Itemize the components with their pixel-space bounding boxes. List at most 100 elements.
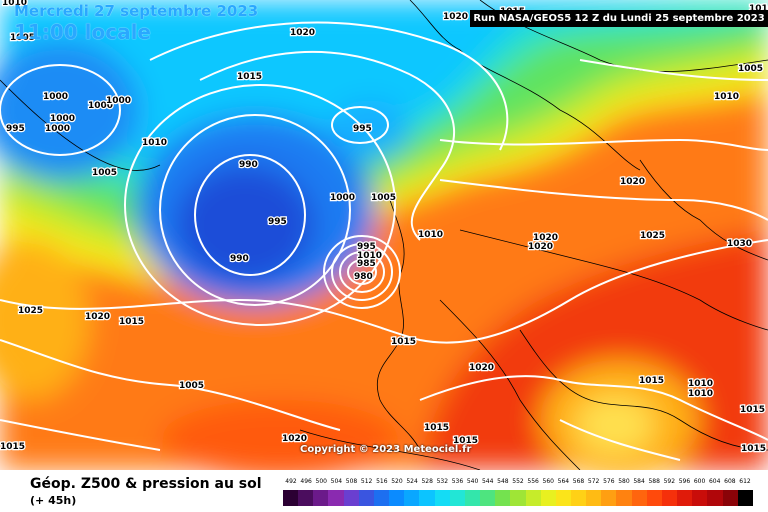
model-run-label: Run NASA/GEOS5 12 Z du Lundi 25 septembr…: [470, 10, 768, 27]
isobar-label: 1020: [85, 312, 110, 322]
color-scale-label: 512: [360, 478, 373, 485]
color-scale-cell: [677, 490, 693, 506]
isobar-label: 1020: [620, 177, 645, 187]
isobar-label: 1020: [443, 12, 468, 22]
isobar-label: 1010: [142, 138, 167, 148]
isobar-label: 1005: [371, 193, 396, 203]
color-scale-label: 604: [708, 478, 721, 485]
color-scale-label: 564: [557, 478, 570, 485]
isobar-label: 1000: [330, 193, 355, 203]
isobar-label: 1010: [714, 92, 739, 102]
color-scale-label: 608: [724, 478, 736, 485]
isobar-label: 1000: [45, 124, 70, 134]
color-scale-cell: [283, 490, 299, 506]
isobar-label: 985: [357, 259, 376, 269]
color-scale-cell: [419, 490, 435, 506]
color-scale-cell: [540, 490, 556, 506]
isobar-label: 1020: [528, 242, 553, 252]
isobar-label: 995: [6, 124, 25, 134]
color-scale-cell: [389, 490, 405, 506]
color-scale-cell: [510, 490, 526, 506]
color-scale-label: 592: [663, 478, 676, 485]
isobar-label: 1010: [688, 379, 713, 389]
isobar-label: 1015: [424, 423, 449, 433]
color-scale-label: 612: [739, 478, 751, 485]
color-scale-label: 596: [678, 478, 691, 485]
color-scale-cell: [555, 490, 571, 506]
color-scale-label: 528: [421, 478, 433, 485]
color-scale-cell: [601, 490, 617, 506]
isobar-label: 1010: [357, 251, 382, 261]
z500-color-field: [0, 0, 768, 470]
isobar-label: 1020: [533, 233, 558, 243]
color-scale-label: 536: [451, 478, 464, 485]
color-scale-label: 540: [466, 478, 479, 485]
color-scale-cell: [358, 490, 374, 506]
color-scale-label: 584: [633, 478, 645, 485]
isobar-label: 995: [353, 124, 372, 134]
color-scale-label: 508: [345, 478, 358, 485]
isobar-label: 1020: [290, 28, 315, 38]
color-scale-cell: [692, 490, 708, 506]
copyright-text: Copyright © 2023 Meteociel.fr: [300, 444, 472, 455]
color-scale-label: 520: [391, 478, 403, 485]
color-scale-label: 568: [572, 478, 585, 485]
color-scale-label: 600: [693, 478, 706, 485]
color-scale-label: 504: [330, 478, 343, 485]
isobar-label: 1015: [741, 444, 766, 454]
color-scale-cell: [661, 490, 678, 506]
color-scale-labels: 492 496 500 504 508 512 516 520 524 528 532 536 540 5…: [283, 478, 753, 490]
isobar-label: 1005: [92, 168, 117, 178]
color-scale-cell: [343, 490, 359, 506]
color-scale-label: 496: [300, 478, 312, 485]
isobar-label: 1000: [43, 92, 68, 102]
color-scale-cell: [480, 490, 496, 506]
legend-title: Géop. Z500 & pression au sol: [30, 476, 262, 492]
isobar-label: 1025: [640, 231, 665, 241]
isobar-label: 990: [230, 254, 249, 264]
color-scale-label: 580: [618, 478, 630, 485]
color-scale-label: 532: [436, 478, 449, 485]
color-scale-cell: [525, 490, 541, 506]
color-scale-cell: [631, 490, 647, 506]
color-scale-label: 492: [285, 478, 297, 485]
color-scale-cell: [616, 490, 632, 506]
forecast-header: Mercredi 27 septembre 2023 11:00 locale: [14, 2, 258, 44]
legend-subtitle: (+ 45h): [30, 494, 77, 507]
isobar-label: 1020: [282, 434, 307, 444]
color-scale-cell: [570, 490, 587, 506]
color-scale-label: 544: [481, 478, 494, 485]
isobar-label: 1015: [237, 72, 262, 82]
forecast-time: 11:00 locale: [14, 20, 151, 44]
color-scale-cell: [434, 490, 450, 506]
isobar-label: 1010: [688, 389, 713, 399]
isobar-label: 1015: [391, 337, 416, 347]
isobar-label: 990: [239, 160, 258, 170]
isobar-label: 1000: [88, 101, 113, 111]
isobar-label: 1015: [740, 405, 765, 415]
color-scale-label: 552: [512, 478, 524, 485]
weather-map: 1010 1005 1020 1015 1020 1005 1000 1000 …: [0, 0, 768, 470]
color-scale-cell: [404, 490, 420, 506]
color-scale-label: 560: [542, 478, 554, 485]
color-scale-cell: [586, 490, 602, 506]
color-scale-cell: [298, 490, 314, 506]
color-scale-bar: [283, 490, 753, 506]
isobar-label: 1025: [18, 306, 43, 316]
geopotential-map-svg: 1010 1005 1020 1015 1020 1005 1000 1000 …: [0, 0, 768, 470]
color-scale-cell: [646, 490, 662, 506]
isobar-label: 1030: [727, 239, 752, 249]
color-scale-label: 524: [406, 478, 418, 485]
color-scale-cell: [737, 490, 753, 506]
color-scale-cell: [449, 490, 465, 506]
isobars: [0, 21, 768, 461]
isobar-label: 1000: [50, 114, 75, 124]
color-scale-label: 500: [315, 478, 327, 485]
color-scale-label: 548: [497, 478, 509, 485]
color-scale-cell: [464, 490, 481, 506]
color-scale-label: 516: [376, 478, 388, 485]
isobar-label: 1015: [119, 317, 144, 327]
color-scale-cell: [722, 490, 738, 506]
isobar-label: 995: [357, 242, 376, 252]
color-scale-label: 556: [527, 478, 539, 485]
